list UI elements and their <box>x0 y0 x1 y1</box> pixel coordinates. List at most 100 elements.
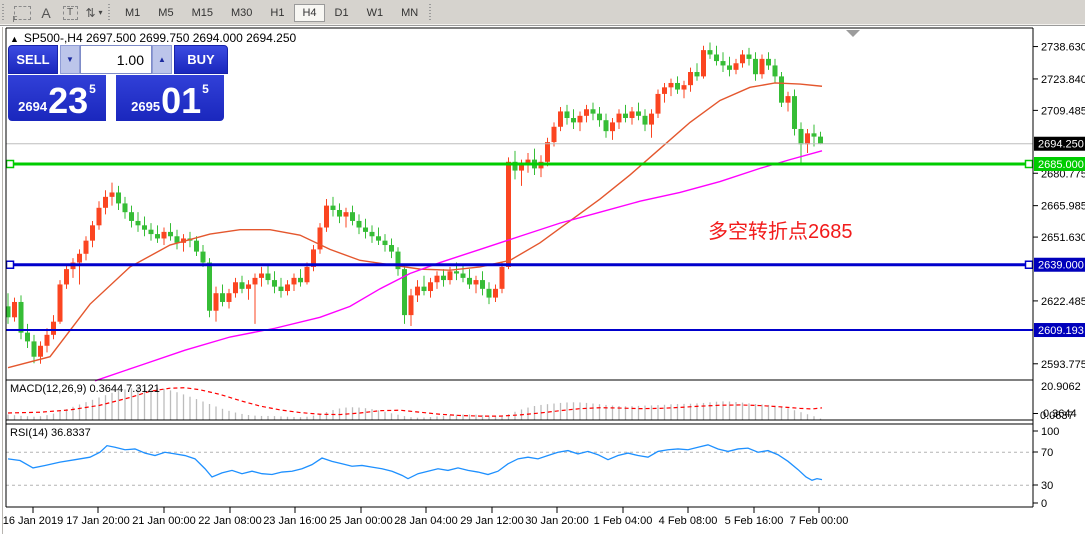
candle-body <box>467 277 472 285</box>
tf-button-m1[interactable]: M1 <box>125 7 141 19</box>
time-axis-label[interactable]: 29 Jan 12:00 <box>460 515 524 527</box>
candle-body <box>135 220 141 226</box>
time-axis-label[interactable]: 23 Jan 16:00 <box>263 515 327 527</box>
candle-body <box>642 115 648 125</box>
candle-body <box>25 332 30 342</box>
time-axis-label[interactable]: 25 Jan 00:00 <box>329 515 393 527</box>
time-axis-label[interactable]: 17 Jan 20:00 <box>66 515 130 527</box>
time-axis-label[interactable]: 28 Jan 04:00 <box>394 515 458 527</box>
candle-body <box>207 262 212 311</box>
time-axis-label[interactable]: 1 Feb 04:00 <box>594 515 653 527</box>
candle-body <box>460 273 466 278</box>
candle-body <box>12 301 17 318</box>
candle-body <box>90 225 95 241</box>
cycle-arrows-icon[interactable]: ⇅ ▾ <box>85 5 103 20</box>
volume-input[interactable] <box>80 45 152 74</box>
chart-shift-marker[interactable] <box>846 30 860 37</box>
text-label-icon[interactable]: A <box>41 4 51 21</box>
sell-price-box[interactable]: 2694 23 5 <box>8 75 106 121</box>
candle-body <box>798 128 804 145</box>
buy-price-box[interactable]: 2695 01 5 <box>116 75 224 121</box>
macd-indicator-label: MACD(12,26,9) 0.3644 7.3121 <box>10 383 160 395</box>
time-axis-label[interactable]: 30 Jan 20:00 <box>525 515 589 527</box>
toolbar-gripper[interactable] <box>2 3 7 22</box>
one-click-trading-panel: SELL ▼ ▲ BUY 2694 23 5 2695 01 5 <box>8 45 228 121</box>
candle-body <box>350 212 355 221</box>
macd-scale-value: 0.3644 <box>1043 408 1077 420</box>
time-axis-label[interactable]: 7 Feb 00:00 <box>790 515 849 527</box>
price-tick-label: 2593.775 <box>1041 359 1085 371</box>
time-axis-label[interactable]: 5 Feb 16:00 <box>725 515 784 527</box>
toolbar-gripper[interactable] <box>429 3 435 22</box>
candle-body <box>291 277 297 285</box>
candle-body <box>129 212 134 221</box>
buy-price-main: 01 <box>161 80 202 121</box>
line-selection-handle[interactable] <box>5 159 15 169</box>
time-axis-label[interactable]: 16 Jan 2019 <box>3 515 64 527</box>
candle-body <box>772 65 778 77</box>
candle-body <box>213 293 219 311</box>
panel-collapse-icon[interactable]: ▲ <box>10 34 19 44</box>
tf-button-h4[interactable]: H4 <box>294 4 325 22</box>
rsi-scale-label: 0 <box>1041 498 1047 510</box>
line-selection-handle[interactable] <box>5 260 15 269</box>
tf-button-m30[interactable]: M30 <box>230 7 253 19</box>
candle-body <box>558 111 563 127</box>
dropdown-caret-icon[interactable]: ▾ <box>98 8 103 17</box>
candle-body <box>18 301 24 333</box>
cursor-frame-icon[interactable]: F <box>11 3 33 24</box>
candle-body <box>31 341 37 357</box>
line-selection-handle[interactable] <box>1024 159 1034 169</box>
candle-body <box>590 109 596 114</box>
chart-text-annotation[interactable]: 多空转折点2685 <box>708 221 853 243</box>
candle-body <box>655 93 661 114</box>
macd-scale-min: 0.0637 <box>1040 410 1074 422</box>
tf-button-h1[interactable]: H1 <box>270 7 285 19</box>
sell-button[interactable]: SELL <box>8 45 58 74</box>
price-tick-label: 2651.630 <box>1041 232 1085 244</box>
candle-body <box>363 227 368 232</box>
tf-button-m5[interactable]: M5 <box>158 7 174 19</box>
sell-price-main: 23 <box>48 80 89 121</box>
candle-body <box>395 251 401 270</box>
candle-body <box>226 293 232 302</box>
candle-body <box>571 118 576 123</box>
candle-body <box>5 306 11 318</box>
symbol-period-label: SP500-,H4 <box>23 31 83 45</box>
rsi-scale-label: 70 <box>1041 447 1053 459</box>
buy-button[interactable]: BUY <box>174 45 228 74</box>
price-tick-label: 2738.630 <box>1041 42 1085 54</box>
toolbar-gripper[interactable] <box>108 3 113 22</box>
tf-button-d1[interactable]: D1 <box>334 7 349 19</box>
candle-body <box>83 240 89 254</box>
price-tick-label: 2665.985 <box>1041 201 1085 213</box>
candle-body <box>454 271 459 274</box>
volume-decrease-button[interactable]: ▼ <box>60 45 80 74</box>
candle-body <box>194 240 199 252</box>
candle-body <box>116 192 121 204</box>
candle-body <box>441 275 446 281</box>
candle-body <box>343 212 349 217</box>
candle-body <box>785 96 791 103</box>
volume-increase-button[interactable]: ▲ <box>152 45 172 74</box>
time-axis-label[interactable]: 21 Jan 00:00 <box>132 515 196 527</box>
time-axis-label[interactable]: 4 Feb 08:00 <box>659 515 718 527</box>
text-box-icon[interactable]: T <box>59 3 81 23</box>
candle-body <box>584 109 589 116</box>
candle-body <box>382 240 388 246</box>
candle-body <box>811 133 817 137</box>
candle-body <box>564 111 570 119</box>
tf-button-w1[interactable]: W1 <box>366 7 384 19</box>
candle-body <box>636 111 641 116</box>
candle-body <box>629 111 635 119</box>
time-axis-label[interactable]: 22 Jan 08:00 <box>198 515 262 527</box>
candle-body <box>148 229 154 235</box>
tf-button-mn[interactable]: MN <box>401 7 419 19</box>
candle-body <box>480 280 485 289</box>
candle-body <box>473 280 479 285</box>
candle-body <box>551 126 557 143</box>
tf-button-m15[interactable]: M15 <box>191 7 213 19</box>
line-selection-handle[interactable] <box>1024 260 1034 269</box>
